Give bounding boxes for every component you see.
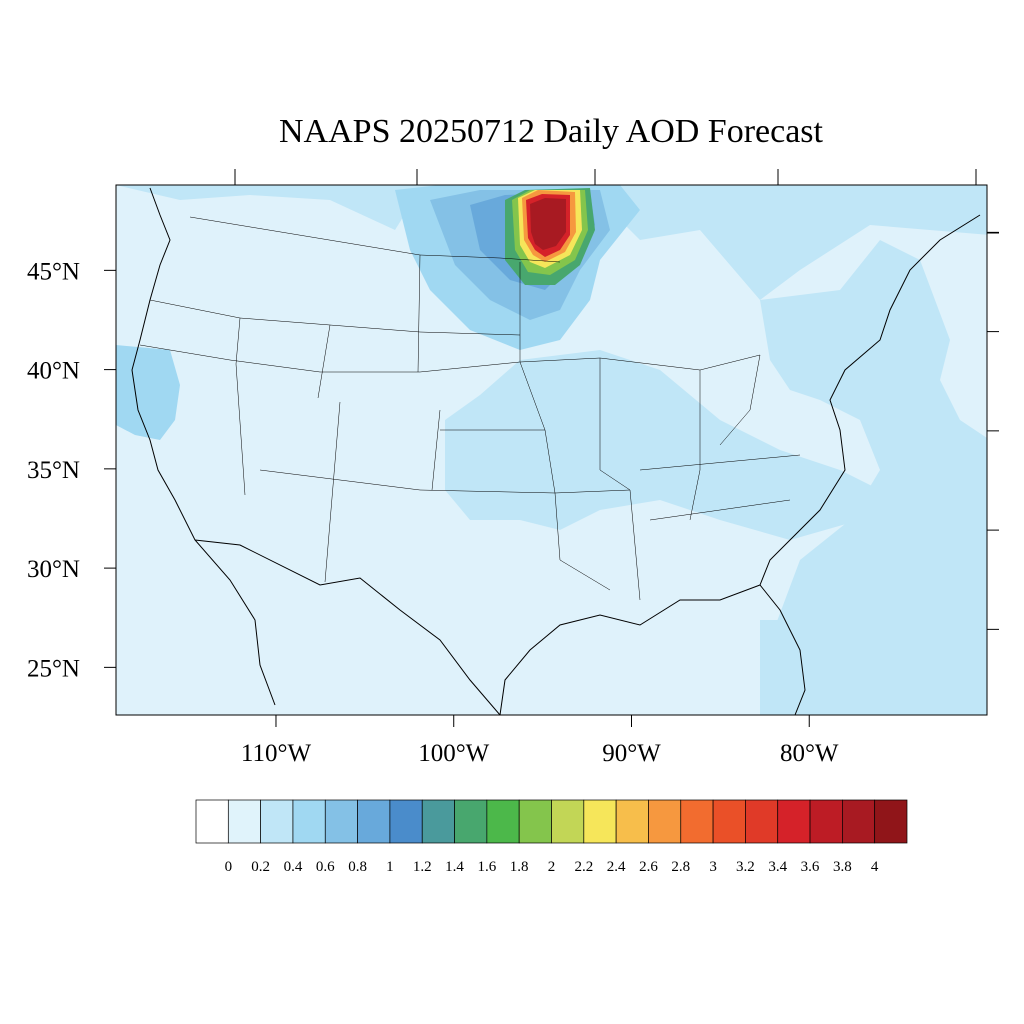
colorbar-label: 2: [548, 859, 556, 875]
colorbar-label: 0.2: [251, 859, 270, 875]
colorbar-label: 2.4: [607, 859, 626, 875]
lat-tick-label: 40°N: [27, 358, 80, 385]
colorbar-box: [357, 799, 391, 844]
colorbar-box: [227, 799, 261, 844]
colorbar-label: 4: [871, 859, 879, 875]
aod-pacific-coast: [116, 345, 180, 440]
colorbar-label: 0.8: [348, 859, 367, 875]
colorbar-label: 3.6: [801, 859, 820, 875]
aod-colorbar-labels: 0 0.2 0.4 0.6 0.8 1 1.2 1.4 1.6 1.8 2 2.2 2.4 2.6 2.8 3…: [225, 859, 879, 875]
colorbar-box: [486, 799, 520, 844]
colorbar-label: 2.6: [639, 859, 658, 875]
colorbar-box: [389, 799, 423, 844]
coastlines: [131, 187, 981, 715]
colorbar-box: [195, 799, 229, 844]
map-frame: [115, 184, 988, 716]
colorbar-box: [421, 799, 455, 844]
map-title: NAAPS 20250712 Daily AOD Forecast: [279, 113, 824, 150]
lon-tick-label: 110°W: [241, 740, 312, 767]
colorbar-box: [874, 799, 908, 844]
colorbar-box: [745, 799, 779, 844]
colorbar-label: 0: [225, 859, 233, 875]
colorbar-label: 0.6: [316, 859, 335, 875]
colorbar-box: [518, 799, 552, 844]
colorbar-label: 2.8: [671, 859, 690, 875]
colorbar-label: 1: [386, 859, 394, 875]
colorbar-label: 1.4: [445, 859, 464, 875]
colorbar-label: 1.2: [413, 859, 432, 875]
lat-tick-label: 25°N: [27, 655, 80, 682]
lat-tick-label: 35°N: [27, 457, 80, 484]
lon-tick-label: 90°W: [602, 740, 661, 767]
colorbar-label: 1.6: [477, 859, 496, 875]
colorbar-label: 2.2: [574, 859, 593, 875]
lat-tick-label: 45°N: [27, 258, 80, 285]
colorbar-label: 0.4: [284, 859, 303, 875]
colorbar-label: 3: [709, 859, 717, 875]
lon-tick-label: 100°W: [418, 740, 489, 767]
colorbar-box: [712, 799, 746, 844]
colorbar-box: [583, 799, 617, 844]
lat-tick-label: 30°N: [27, 556, 80, 583]
colorbar-label: 3.4: [768, 859, 787, 875]
state-borders: [139, 216, 801, 601]
map-panel: 45°N 40°N 35°N 30°N 25°N 110°W 100°W 90°W 80°W: [27, 169, 999, 767]
colorbar-label: 1.8: [510, 859, 529, 875]
aod-colorbar: [195, 799, 908, 844]
colorbar-box: [292, 799, 326, 844]
aod-gulf-florida: [760, 610, 987, 715]
colorbar-label: 3.2: [736, 859, 755, 875]
aod-core-darkred: [530, 198, 566, 250]
colorbar-box: [777, 799, 811, 844]
colorbar-box: [842, 799, 876, 844]
colorbar-label: 3.8: [833, 859, 852, 875]
colorbar-box: [551, 799, 585, 844]
colorbar-box: [324, 799, 358, 844]
colorbar-box: [260, 799, 294, 844]
colorbar-box: [648, 799, 682, 844]
colorbar-box: [680, 799, 714, 844]
aod-atlantic: [760, 240, 987, 715]
map-tick-labels: 45°N 40°N 35°N 30°N 25°N 110°W 100°W 90°W 80°W: [27, 258, 839, 767]
map-ticks: [104, 169, 999, 727]
colorbar-box: [615, 799, 649, 844]
colorbar-box: [809, 799, 843, 844]
colorbar-box: [454, 799, 488, 844]
lon-tick-label: 80°W: [780, 740, 839, 767]
aod-band-north: [116, 185, 987, 300]
